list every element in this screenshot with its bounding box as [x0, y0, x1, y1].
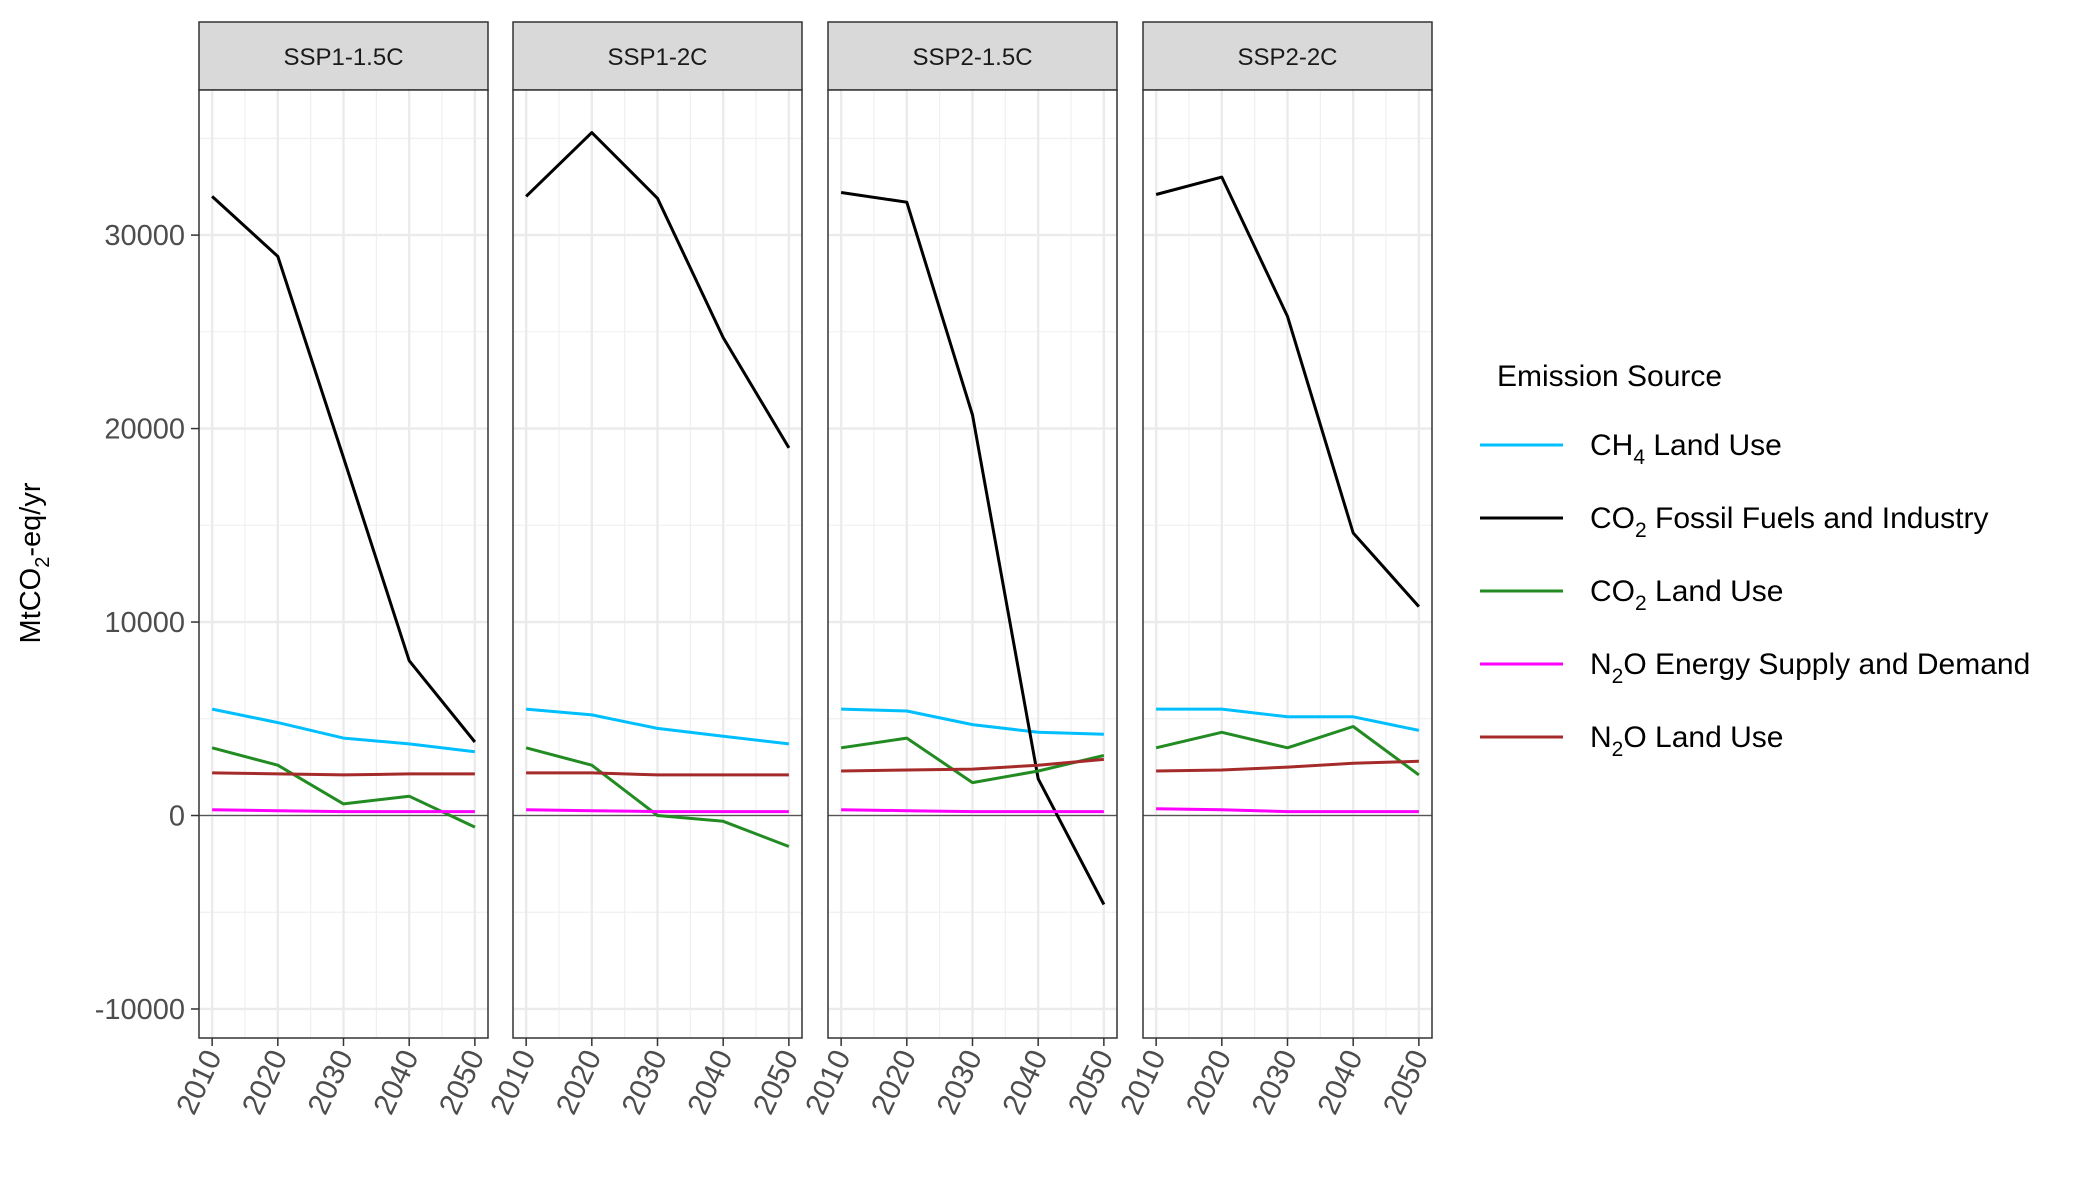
x-tick-label: 2010 [799, 1045, 857, 1119]
series-line-n2o-energy-supply-and-demand [212, 808, 475, 814]
x-tick-label: 2040 [367, 1045, 425, 1119]
x-tick-label: 2010 [170, 1045, 228, 1119]
x-tick-label: 2010 [484, 1045, 542, 1119]
legend: Emission Source CH4 Land Use CO2 Fossil Fu… [1480, 360, 2030, 761]
x-tick-label: 2040 [681, 1045, 739, 1119]
x-tick-label: 2040 [996, 1045, 1054, 1119]
facet-panel-SSP2-2C: SSP2-2C 2010 2020 2030 2040 2050 [1114, 21, 1435, 1119]
x-tick-label: 2050 [433, 1045, 491, 1119]
x-tick-label: 2030 [616, 1045, 674, 1119]
x-tick-label: 2030 [302, 1045, 360, 1119]
series-line-co2-land-use [211, 746, 476, 829]
series-line-n2o-land-use [841, 757, 1105, 773]
x-tick-label: 2040 [1311, 1045, 1369, 1119]
series-line-co2-land-use [1155, 725, 1420, 777]
x-tick-label: 2020 [550, 1045, 608, 1119]
x-tick-label: 2030 [931, 1045, 989, 1119]
series-line-co2-fossil-fuels-and-industry [525, 131, 791, 449]
y-axis: -10000 0 10000 20000 30000 [95, 220, 199, 1026]
x-tick-label: 2010 [1114, 1045, 1172, 1119]
facet-panel-SSP1-1.5C: SSP1-1.5C 2010 2020 2030 2040 2050 [170, 21, 491, 1119]
y-tick-label: 10000 [104, 607, 185, 639]
y-axis-label: MtCO2-eq/yr [15, 482, 54, 643]
y-tick-label: 20000 [104, 414, 185, 446]
series-line-ch4-land-use [841, 707, 1104, 736]
legend-label: N2O Land Use [1590, 721, 1783, 761]
facet-strip-label: SSP1-1.5C [283, 44, 403, 71]
facet-panel-SSP1-2C: SSP1-2C 2010 2020 2030 2040 2050 [484, 21, 805, 1119]
x-tick-label: 2020 [865, 1045, 923, 1119]
series-line-n2o-energy-supply-and-demand [526, 808, 789, 814]
series-line-co2-land-use [840, 736, 1105, 785]
series-line-n2o-energy-supply-and-demand [841, 808, 1104, 814]
x-tick-label: 2050 [747, 1045, 805, 1119]
y-tick-label: -10000 [95, 994, 185, 1026]
series-line-n2o-land-use [1156, 759, 1419, 773]
series-line-co2-land-use [525, 746, 790, 848]
legend-label: N2O Energy Supply and Demand [1590, 648, 2030, 688]
series-line-ch4-land-use [525, 707, 790, 746]
x-tick-label: 2050 [1062, 1045, 1120, 1119]
series-line-n2o-land-use [212, 771, 475, 777]
x-tick-label: 2050 [1377, 1045, 1435, 1119]
y-tick-label: 30000 [104, 220, 185, 252]
facet-strip [1142, 21, 1433, 91]
facet-strip [512, 21, 803, 91]
x-tick-label: 2020 [236, 1045, 294, 1119]
y-tick-label: 0 [169, 801, 185, 833]
legend-label: CO2 Land Use [1590, 575, 1783, 615]
legend-item: CO2 Land Use [1480, 575, 1783, 615]
legend-title: Emission Source [1497, 360, 1722, 393]
series-line-co2-fossil-fuels-and-industry [211, 195, 477, 743]
series-line-ch4-land-use [211, 707, 476, 754]
facet-strip-label: SSP2-1.5C [912, 44, 1032, 71]
facet-strip-label: SSP1-2C [607, 44, 707, 71]
facet-strip [827, 21, 1118, 91]
facet-strip-label: SSP2-2C [1237, 44, 1337, 71]
x-tick-label: 2030 [1246, 1045, 1304, 1119]
legend-label: CH4 Land Use [1590, 429, 1782, 469]
legend-item: N2O Energy Supply and Demand [1480, 648, 2030, 688]
series-line-co2-fossil-fuels-and-industry [840, 191, 1106, 906]
facet-strip [198, 21, 489, 91]
series-line-ch4-land-use [1156, 707, 1420, 732]
x-tick-label: 2020 [1180, 1045, 1238, 1119]
legend-label: CO2 Fossil Fuels and Industry [1590, 502, 1989, 542]
legend-item: N2O Land Use [1480, 721, 1783, 761]
legend-item: CO2 Fossil Fuels and Industry [1480, 502, 1989, 542]
series-line-co2-fossil-fuels-and-industry [1155, 175, 1421, 608]
legend-item: CH4 Land Use [1480, 429, 1782, 469]
series-line-n2o-land-use [526, 771, 789, 777]
facet-panel-SSP2-1.5C: SSP2-1.5C 2010 2020 2030 2040 2050 [799, 21, 1120, 1119]
series-line-n2o-energy-supply-and-demand [1156, 807, 1419, 814]
